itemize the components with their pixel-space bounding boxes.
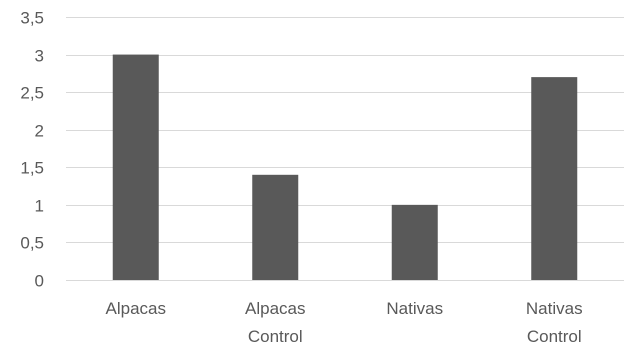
y-tick-label: 3 [35,47,44,66]
bar [252,174,299,280]
y-tick-label: 2 [35,122,44,141]
x-category-label: Control [527,327,582,346]
x-category-label: Alpacas [106,299,166,318]
y-tick-label: 0,5 [20,234,44,253]
x-category-label: Alpacas [245,299,305,318]
bars [112,54,578,281]
x-category-label: Nativas [526,299,583,318]
y-axis-tick-labels: 0 0,5 1 1,5 2 2,5 3 3,5 [20,9,44,291]
y-tick-label: 2,5 [20,84,44,103]
y-tick-label: 3,5 [20,9,44,28]
x-axis-category-labels: Alpacas Alpacas Control Nativas Nativas Contr… [106,299,583,346]
bar [391,204,438,280]
y-tick-label: 1 [35,197,44,216]
x-category-label: Control [248,327,303,346]
y-tick-label: 0 [35,272,44,291]
bar [531,77,578,280]
y-tick-label: 1,5 [20,159,44,178]
x-category-label: Nativas [386,299,443,318]
bar [112,54,159,281]
gridlines [66,17,624,281]
